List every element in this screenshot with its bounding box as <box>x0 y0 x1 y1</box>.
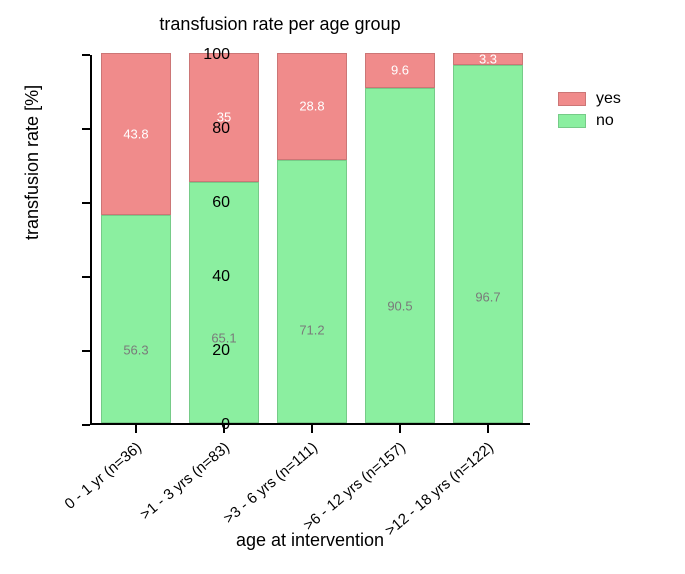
y-tick-label: 100 <box>190 46 230 64</box>
bar-segment-yes: 3.3 <box>453 53 523 65</box>
y-tick <box>82 276 90 278</box>
bar-group: 96.7 3.3 <box>453 53 523 423</box>
x-tick <box>487 425 489 433</box>
legend-label: yes <box>596 90 621 108</box>
bar-group: 90.5 9.6 <box>365 53 435 423</box>
x-tick <box>135 425 137 433</box>
chart-container: transfusion rate per age group transfusi… <box>0 0 685 574</box>
bar-value-label: 71.2 <box>278 323 346 338</box>
bar-group: 65.135 <box>189 53 259 423</box>
y-tick <box>82 128 90 130</box>
bar-segment-no: 71.2 <box>277 160 347 423</box>
bar-value-label: 28.8 <box>278 99 346 114</box>
legend: yes no <box>558 90 621 134</box>
y-tick-label: 60 <box>190 194 230 212</box>
y-tick-label: 40 <box>190 268 230 286</box>
chart-title: transfusion rate per age group <box>0 14 560 35</box>
bar-segment-no: 56.3 <box>101 215 171 423</box>
y-tick <box>82 54 90 56</box>
legend-item-no: no <box>558 112 621 130</box>
y-tick <box>82 202 90 204</box>
bar-segment-yes: 35 <box>189 53 259 183</box>
bar-value-label: 43.8 <box>102 126 170 141</box>
y-tick-label: 80 <box>190 120 230 138</box>
y-axis-label: transfusion rate [%] <box>22 85 43 240</box>
bar-segment-yes: 9.6 <box>365 53 435 89</box>
bar-segment-no: 90.5 <box>365 88 435 423</box>
bar-group: 56.3 43.8 <box>101 53 171 423</box>
bar-value-label: 3.3 <box>454 52 522 67</box>
bar-segment-no: 96.7 <box>453 65 523 423</box>
plot-area: 56.3 43.8 65.135 71.2 28.8 90.5 9.6 96.7 3.3 <box>90 55 530 425</box>
legend-swatch <box>558 92 586 106</box>
bar-group: 71.2 28.8 <box>277 53 347 423</box>
bar-value-label: 9.6 <box>366 63 434 78</box>
bar-value-label: 56.3 <box>102 342 170 357</box>
legend-label: no <box>596 112 614 130</box>
bar-value-label: 90.5 <box>366 298 434 313</box>
x-tick <box>311 425 313 433</box>
y-tick-label: 0 <box>190 416 230 434</box>
y-tick <box>82 350 90 352</box>
bar-segment-yes: 43.8 <box>101 53 171 215</box>
y-tick <box>82 424 90 426</box>
legend-swatch <box>558 114 586 128</box>
bar-segment-no: 65.1 <box>189 182 259 423</box>
legend-item-yes: yes <box>558 90 621 108</box>
y-tick-label: 20 <box>190 342 230 360</box>
x-tick <box>399 425 401 433</box>
bar-segment-yes: 28.8 <box>277 53 347 160</box>
bar-value-label: 96.7 <box>454 290 522 305</box>
